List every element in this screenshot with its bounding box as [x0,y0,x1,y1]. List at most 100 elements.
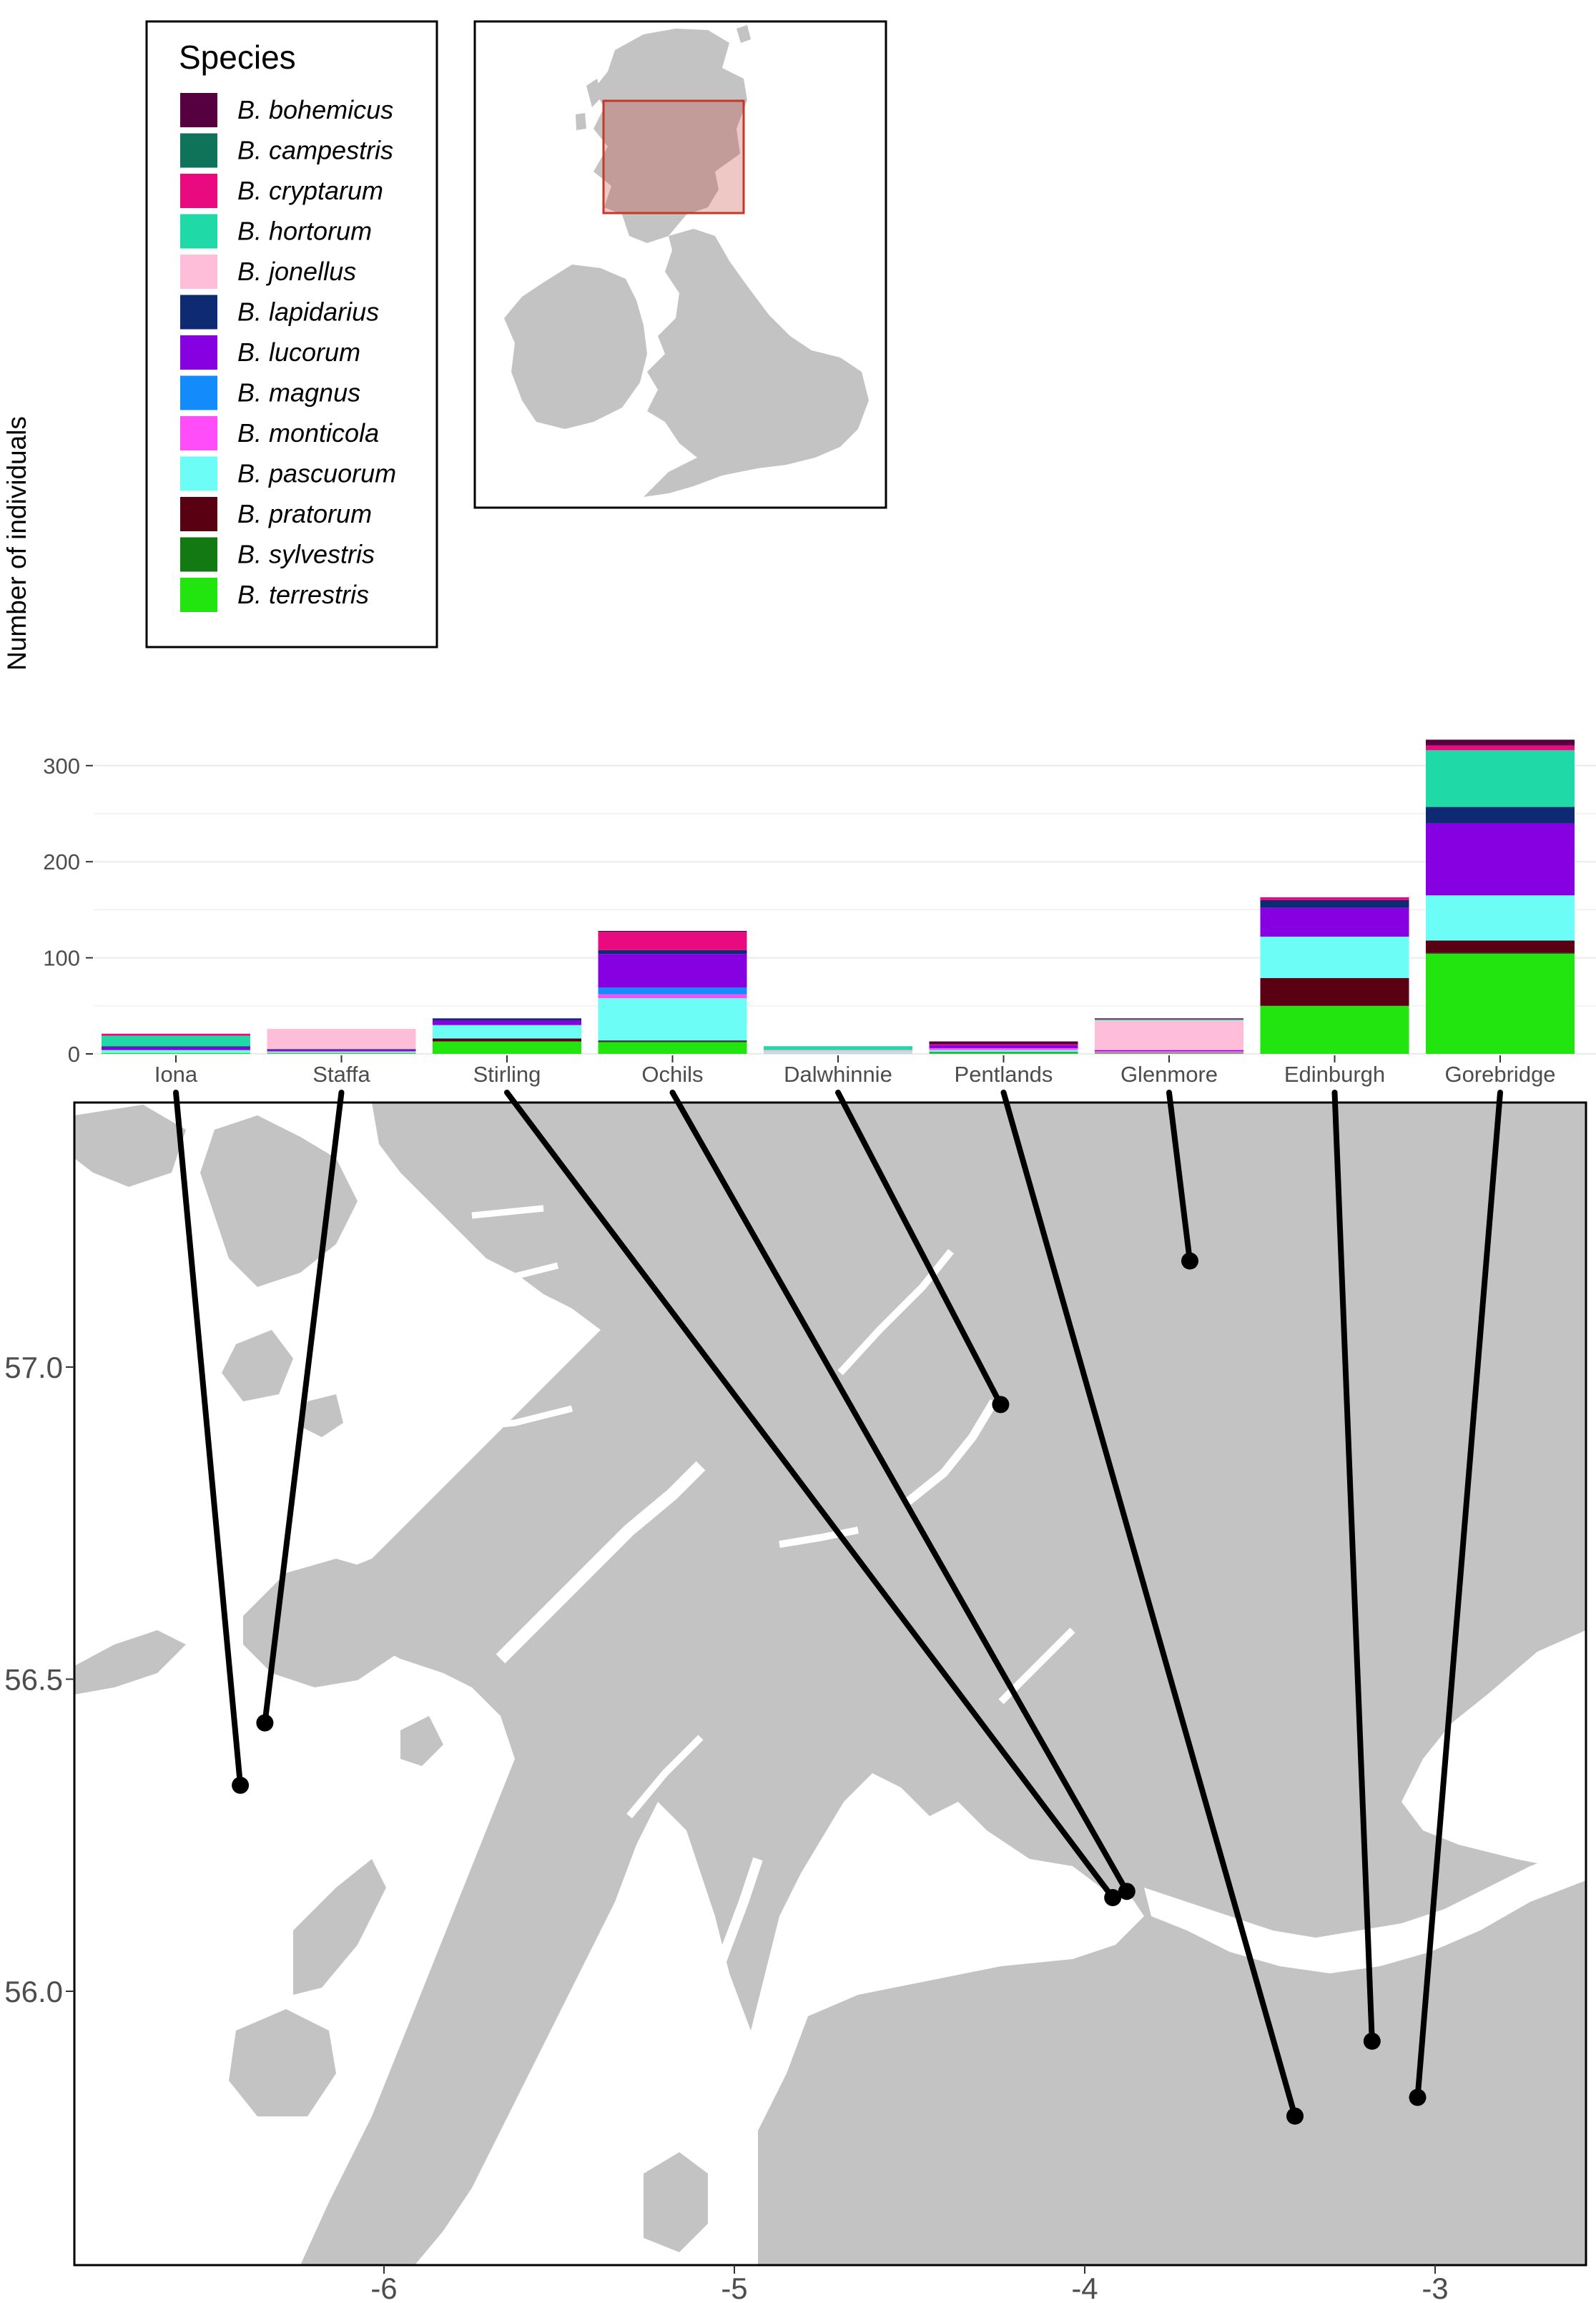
bar-segment [929,1047,1078,1050]
bar-segment [267,1050,416,1052]
inset-england-wales [644,229,869,497]
x-tick-label: Glenmore [1120,1062,1218,1087]
map-loch-fyne [696,1857,763,2026]
legend-swatch [180,416,217,450]
legend-label: B. cryptarum [237,176,383,205]
bar-segment [598,932,747,950]
legend-label: B. jonellus [237,257,356,286]
bar-segment [433,1041,581,1054]
bar-segment [267,1049,416,1050]
bar-segment [102,1047,250,1050]
bar-segment [1260,897,1409,900]
bar-segment [267,1029,416,1050]
legend-title: Species [179,39,296,76]
bar-segment [1426,952,1575,955]
bar-segment [598,950,747,955]
bar-segment [1426,895,1575,941]
legend: Species B. bohemicus B. campestris B. cryp… [145,20,438,649]
x-tick-label: Gorebridge [1444,1062,1555,1087]
bar-segment [102,1035,250,1047]
bar-segment [764,1052,912,1054]
map-y-axis-ticks: 56.0 56.5 57.0 [4,1351,74,2008]
legend-label: B. campestris [237,136,393,165]
map-loch-rannoch [779,1527,859,1548]
y-axis-ticks: 0 100 200 300 [43,754,93,1067]
x-axis-labels: Iona Staffa Stirling Ochils Dalwhinnie Pentla… [154,1055,1556,1087]
map-x-tick-label: -6 [370,2272,397,2303]
legend-swatch [180,578,217,612]
bar-segment [1426,823,1575,896]
x-tick-label: Edinburgh [1284,1062,1385,1087]
map-x-tick-label: -3 [1422,2272,1448,2303]
bar-segment [1260,1005,1409,1054]
bar-segment [1260,977,1409,1006]
bar-segment [1426,807,1575,824]
leader-line [504,1090,1116,1901]
map-loch-ness [837,1248,954,1376]
bar-segment [1260,907,1409,937]
legend-swatch [180,456,217,491]
map-frame [73,1101,1587,2267]
legend-swatch [180,255,217,289]
bar-segment [598,998,747,1041]
legend-label: B. pascuorum [237,459,396,488]
bar-segment [1426,745,1575,751]
map-island-mull [243,1559,415,1687]
bar-segment [929,1045,1078,1048]
map-y-tick-label: 56.5 [4,1663,63,1697]
map-x-tick-label: -5 [721,2272,747,2303]
leader-line [1000,1090,1298,2119]
legend-swatch [180,133,217,168]
bar-segment [267,1052,416,1054]
y-tick-label: 200 [43,849,80,874]
map-x-tick-label: -4 [1071,2272,1098,2303]
bar-segment [598,987,747,995]
legend-label: B. monticola [237,418,379,448]
map-y-tick-label: 57.0 [4,1351,63,1384]
leader-line [1331,1090,1375,2044]
map-island-lismore-kerrera [400,1716,443,1766]
site-point [232,1776,250,1794]
map-island-rum [222,1330,293,1401]
legend-label: B. lapidarius [237,297,379,327]
site-leader-lines [173,1090,1503,2125]
x-tick-label: Iona [154,1062,198,1087]
bar-segment [1260,899,1409,908]
bar-segment [1095,1050,1243,1053]
legend-label: B. magnus [237,378,360,408]
map-loch-linnhe [496,1461,706,1664]
legend-label: B. bohemicus [237,95,393,124]
legend-swatch [180,537,217,572]
bar-segment [433,1020,581,1025]
bar-segment [102,1052,250,1054]
map-land-mainland [300,1103,1586,2265]
x-tick-label: Staffa [312,1062,370,1087]
map-island-iona-west [74,1105,186,1187]
legend-label: B. lucorum [237,337,360,367]
site-point [256,1714,274,1732]
leader-line [262,1090,345,1726]
bar-segment [929,1041,1078,1045]
site-point [1363,2032,1381,2050]
legend-items: B. bohemicus B. campestris B. cryptarum B. … [180,93,396,612]
bar-segment [1095,1052,1243,1054]
bar-stacks [102,739,1575,1054]
x-tick-label: Stirling [473,1062,541,1087]
bar-segment [929,1050,1078,1052]
grid-lines [94,764,1596,1055]
bar-segment [1095,1050,1243,1051]
bar-segment [1426,940,1575,953]
inset-study-area-highlight [602,99,745,214]
map-firth-of-forth [1144,1845,1586,1973]
x-tick-label: Ochils [641,1062,703,1087]
map-sea-lochs-west [428,1205,573,1434]
bar-segment [433,1018,581,1020]
site-point [992,1396,1010,1414]
bar-segment [1260,937,1409,978]
legend-swatch [180,375,217,410]
y-tick-label: 100 [43,946,80,971]
x-tick-label: Pentlands [955,1062,1053,1087]
bar-segment [598,994,747,999]
bar-segment [1426,954,1575,1054]
